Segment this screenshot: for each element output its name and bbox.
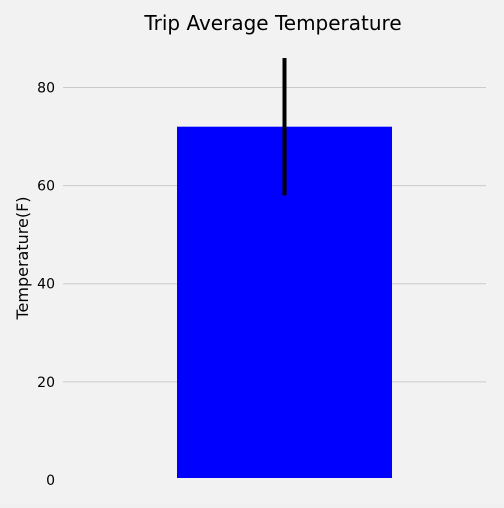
chart-title: Trip Average Temperature bbox=[143, 11, 401, 35]
y-axis-label: Temperature(F) bbox=[13, 196, 32, 320]
y-tick-label: 0 bbox=[46, 473, 55, 489]
y-axis-ticks: 0 20 40 60 80 bbox=[37, 80, 55, 489]
y-tick-label: 40 bbox=[37, 277, 55, 293]
y-tick-label: 20 bbox=[37, 375, 55, 391]
y-tick-label: 60 bbox=[37, 179, 55, 195]
y-tick-label: 80 bbox=[37, 80, 55, 96]
